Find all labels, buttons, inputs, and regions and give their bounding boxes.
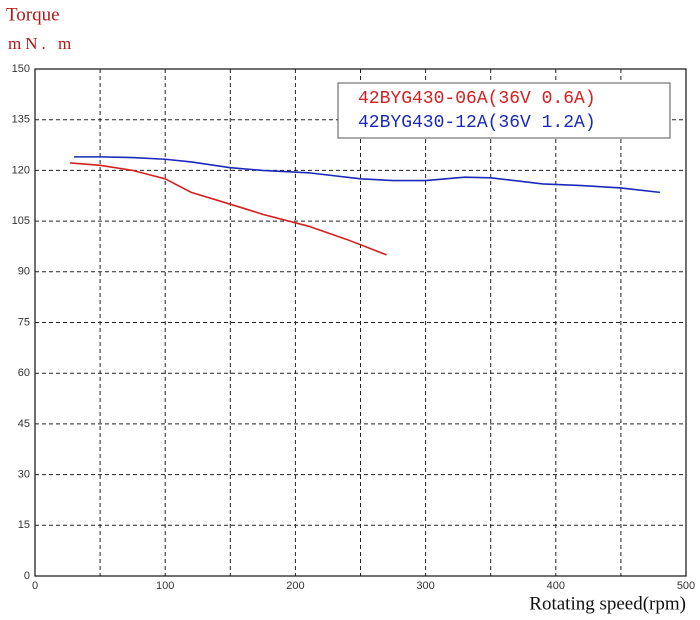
x-tick-label: 0 (32, 580, 38, 592)
series-line (70, 162, 387, 256)
series-line (74, 156, 661, 194)
y-tick-label: 15 (18, 519, 30, 531)
x-axis-label: Rotating speed(rpm) (529, 593, 686, 614)
y-tick-label: 45 (18, 418, 30, 430)
chart-title: Torque (6, 4, 60, 25)
y-tick-label: 0 (24, 570, 30, 582)
x-tick-label: 200 (286, 580, 304, 592)
legend-box (337, 82, 671, 139)
legend-label: 42BYG430-12A(36V 1.2A) (358, 113, 596, 133)
y-tick-label: 135 (12, 114, 30, 126)
y-tick-label: 105 (12, 215, 30, 227)
y-tick-label: 60 (18, 367, 30, 379)
y-tick-label: 120 (12, 164, 30, 176)
y-tick-label: 90 (18, 266, 30, 278)
y-axis-label: mN. m (8, 34, 75, 53)
legend-label: 42BYG430-06A(36V 0.6A) (358, 89, 596, 109)
plot-frame (34, 68, 687, 577)
x-tick-label: 400 (547, 580, 565, 592)
y-tick-label: 150 (12, 63, 30, 75)
x-tick-label: 500 (677, 580, 695, 592)
x-tick-label: 100 (156, 580, 174, 592)
y-tick-label: 75 (18, 316, 30, 328)
x-tick-label: 300 (416, 580, 434, 592)
y-tick-label: 30 (18, 469, 30, 481)
